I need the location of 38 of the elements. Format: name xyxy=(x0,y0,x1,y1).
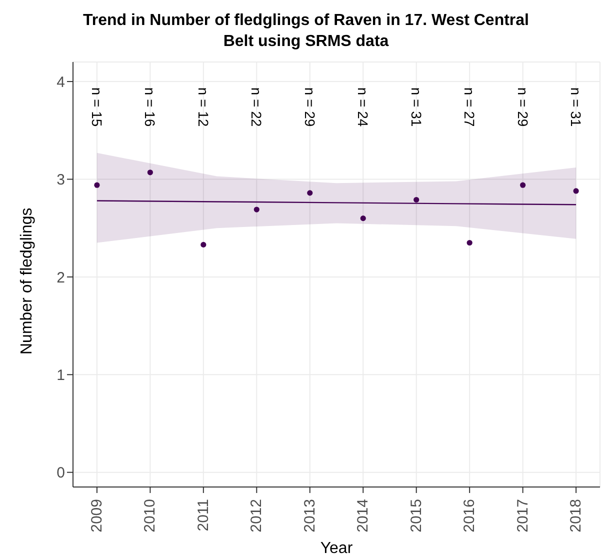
y-tick-label: 3 xyxy=(56,172,65,189)
point xyxy=(307,190,313,196)
y-tick-label: 4 xyxy=(56,74,65,91)
x-tick-label: 2014 xyxy=(354,499,372,532)
x-tick-label: 2015 xyxy=(408,499,425,532)
annotation: n = 16 xyxy=(142,87,158,127)
point xyxy=(94,182,100,188)
chart-title: Trend in Number of fledglings of Raven in 17. West Central Belt using SRMS data xyxy=(82,11,530,52)
point xyxy=(147,170,153,176)
x-tick-label: 2016 xyxy=(461,499,478,532)
x-tick-label: 2012 xyxy=(248,499,266,532)
annotation: n = 29 xyxy=(302,87,318,127)
annotation: n = 15 xyxy=(88,87,105,127)
y-tick-label: 2 xyxy=(56,269,65,286)
x-tick-label: 2011 xyxy=(194,499,212,532)
annotation: n = 31 xyxy=(408,87,424,127)
point xyxy=(466,240,472,246)
x-tick-label: 2010 xyxy=(142,499,159,532)
x-tick-label: 2009 xyxy=(88,499,106,532)
annotation: n = 31 xyxy=(568,87,584,127)
x-tick-label: 2017 xyxy=(514,499,532,532)
point xyxy=(573,188,579,194)
annotation: n = 12 xyxy=(195,87,212,127)
y-axis-title: Number of fledglings xyxy=(18,208,36,354)
annotation: n = 24 xyxy=(355,87,372,127)
point xyxy=(520,182,526,188)
y-tick-label: 0 xyxy=(56,464,65,482)
point xyxy=(200,242,206,248)
x-tick-label: 2018 xyxy=(568,499,585,532)
x-tick-label: 2013 xyxy=(301,499,318,532)
annotation: n = 22 xyxy=(248,87,265,127)
x-axis-title: Year xyxy=(320,540,354,555)
point xyxy=(414,196,420,203)
annotation: n = 29 xyxy=(514,87,531,127)
point xyxy=(254,206,260,212)
point xyxy=(360,216,366,222)
annotation: n = 27 xyxy=(462,87,478,127)
y-tick-label: 1 xyxy=(56,366,65,384)
